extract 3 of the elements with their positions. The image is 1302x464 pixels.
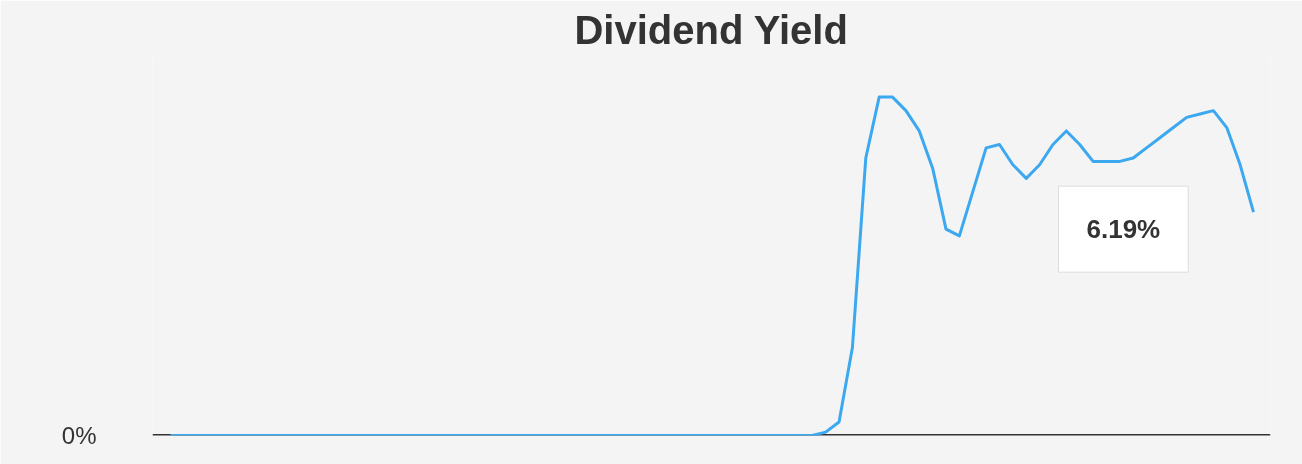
annotation: 6.19% (1086, 214, 1161, 245)
text: 0% (61, 422, 97, 449)
chart-title: Dividend Yield (574, 7, 848, 52)
